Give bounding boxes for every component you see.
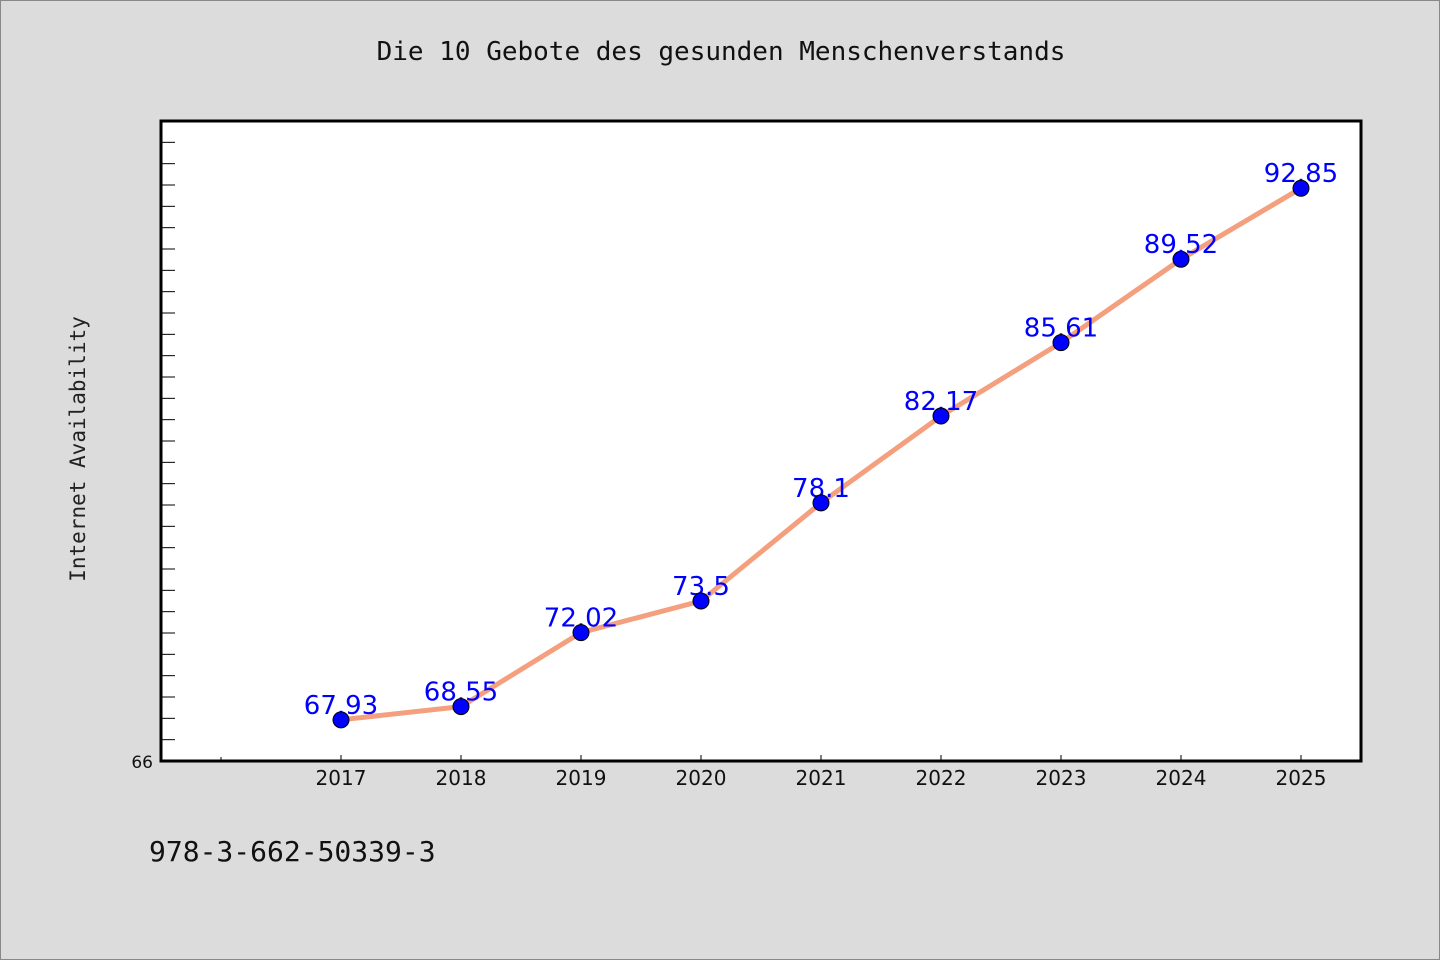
x-tick-label: 2021 bbox=[796, 766, 847, 790]
y-axis-label: Internet Availability bbox=[66, 316, 90, 582]
x-tick-label: 2017 bbox=[316, 766, 367, 790]
data-point bbox=[812, 494, 830, 512]
data-point bbox=[1172, 250, 1190, 268]
data-point bbox=[932, 407, 950, 425]
data-point bbox=[572, 624, 590, 642]
footer-code: 978-3-662-50339-3 bbox=[149, 835, 436, 868]
data-point bbox=[1292, 179, 1310, 197]
y-tick-label: 66 bbox=[131, 753, 153, 773]
plot-area bbox=[159, 119, 1363, 763]
x-tick-label: 2018 bbox=[436, 766, 487, 790]
x-tick-label: 2024 bbox=[1156, 766, 1207, 790]
data-point bbox=[1052, 334, 1070, 352]
x-tick-label: 2020 bbox=[676, 766, 727, 790]
data-point bbox=[332, 711, 350, 729]
data-point bbox=[692, 592, 710, 610]
data-point bbox=[452, 698, 470, 716]
x-tick-label: 2022 bbox=[916, 766, 967, 790]
chart-title: Die 10 Gebote des gesunden Menschenverst… bbox=[376, 37, 1066, 67]
x-tick-label: 2019 bbox=[556, 766, 607, 790]
x-tick-label: 2025 bbox=[1276, 766, 1327, 790]
x-tick-label: 2023 bbox=[1036, 766, 1087, 790]
